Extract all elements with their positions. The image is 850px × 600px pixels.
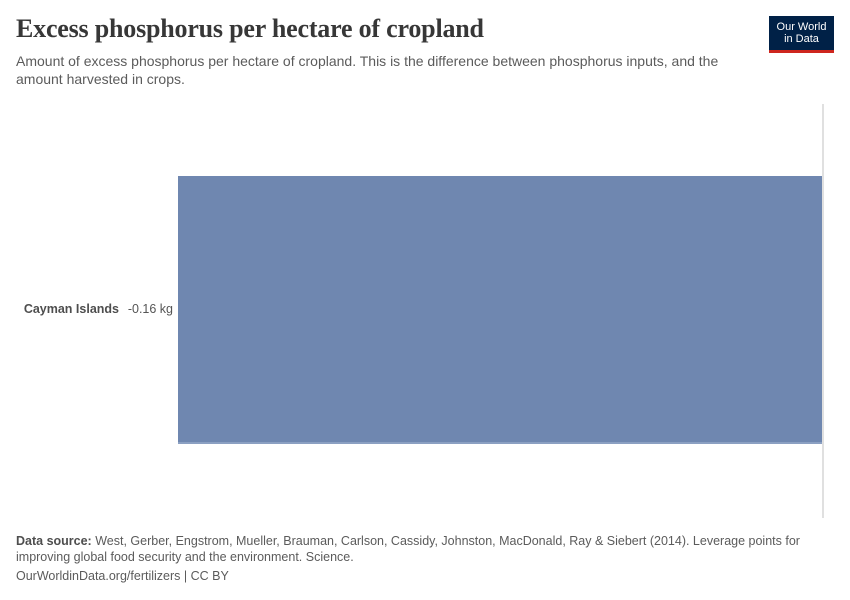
license-link[interactable]: CC BY xyxy=(190,569,229,583)
zero-axis-line xyxy=(822,104,824,518)
data-source: Data source: West, Gerber, Engstrom, Mue… xyxy=(16,533,806,565)
chart-title: Excess phosphorus per hectare of croplan… xyxy=(16,14,484,43)
logo-line-1: Our World xyxy=(776,21,827,33)
value-label: -0.16 kg xyxy=(127,302,173,316)
source-link[interactable]: OurWorldinData.org/fertilizers xyxy=(16,569,181,583)
logo-line-2: in Data xyxy=(784,33,819,45)
source-label: Data source: xyxy=(16,534,92,548)
source-text: West, Gerber, Engstrom, Mueller, Brauman… xyxy=(16,534,800,564)
bar-edge xyxy=(178,442,823,444)
chart-area: Cayman Islands -0.16 kg xyxy=(0,100,850,520)
separator: | xyxy=(183,569,188,583)
owid-logo[interactable]: Our World in Data xyxy=(769,16,834,53)
entity-label[interactable]: Cayman Islands xyxy=(23,302,119,316)
chart-subtitle: Amount of excess phosphorus per hectare … xyxy=(16,53,719,87)
bar-cayman-islands[interactable] xyxy=(178,176,823,444)
footer-links: OurWorldinData.org/fertilizers | CC BY xyxy=(16,569,229,583)
